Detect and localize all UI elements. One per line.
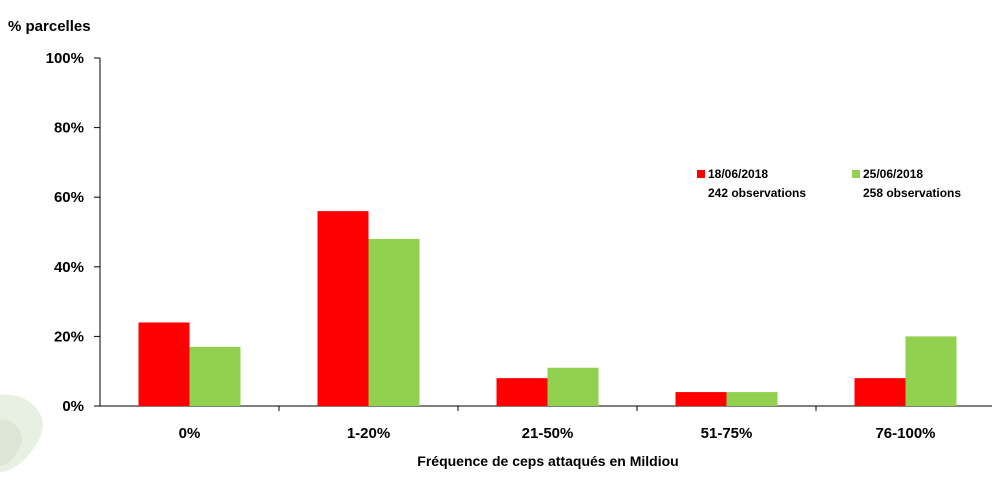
y-tick-label: 0% <box>62 398 84 415</box>
bar-series-2-1-20% <box>368 238 420 406</box>
bar-series-1-21-50% <box>496 378 548 406</box>
y-tick-label: 60% <box>54 189 84 206</box>
y-tick-label: 100% <box>46 50 84 67</box>
legend-item-series-1: 18/06/2018 242 observations <box>697 167 806 200</box>
bar-series-2-76-100% <box>905 336 957 406</box>
bar-series-1-76-100% <box>854 378 906 406</box>
x-tick-label: 0% <box>179 425 201 442</box>
bar-series-2-21-50% <box>547 367 599 406</box>
legend-label-series-1: 18/06/2018 <box>708 167 768 181</box>
legend-subtitle-series-2: 258 observations <box>863 186 961 200</box>
legend-swatch-series-1 <box>697 170 705 178</box>
bar-series-2-51-75% <box>726 392 778 406</box>
x-tick-label: 1-20% <box>347 425 390 442</box>
legend: 18/06/2018 242 observations 25/06/2018 2… <box>697 167 961 200</box>
y-tick-label: 20% <box>54 328 84 345</box>
y-tick-label: 80% <box>54 120 84 137</box>
x-tick-label: 51-75% <box>701 425 753 442</box>
x-tick-label: 76-100% <box>875 425 935 442</box>
x-tick-label: 21-50% <box>522 425 574 442</box>
x-axis-label: Fréquence de ceps attaqués en Mildiou <box>417 453 678 469</box>
legend-item-series-2: 25/06/2018 258 observations <box>852 167 961 200</box>
y-axis-label: % parcelles <box>8 18 91 35</box>
bar-series-1-1-20% <box>317 211 369 406</box>
legend-subtitle-series-1: 242 observations <box>708 186 806 200</box>
bars <box>138 211 957 406</box>
bar-series-2-0% <box>189 346 241 406</box>
y-tick-label: 40% <box>54 259 84 276</box>
legend-swatch-series-2 <box>852 170 860 178</box>
y-ticks: 0% 20% 40% 60% 80% 100% <box>46 50 100 415</box>
legend-label-series-2: 25/06/2018 <box>863 167 923 181</box>
x-ticks: 0% 1-20% 21-50% 51-75% 76-100% <box>179 406 936 442</box>
bar-series-1-51-75% <box>675 392 727 406</box>
bar-series-1-0% <box>138 322 190 406</box>
leaf-decoration <box>0 394 43 472</box>
